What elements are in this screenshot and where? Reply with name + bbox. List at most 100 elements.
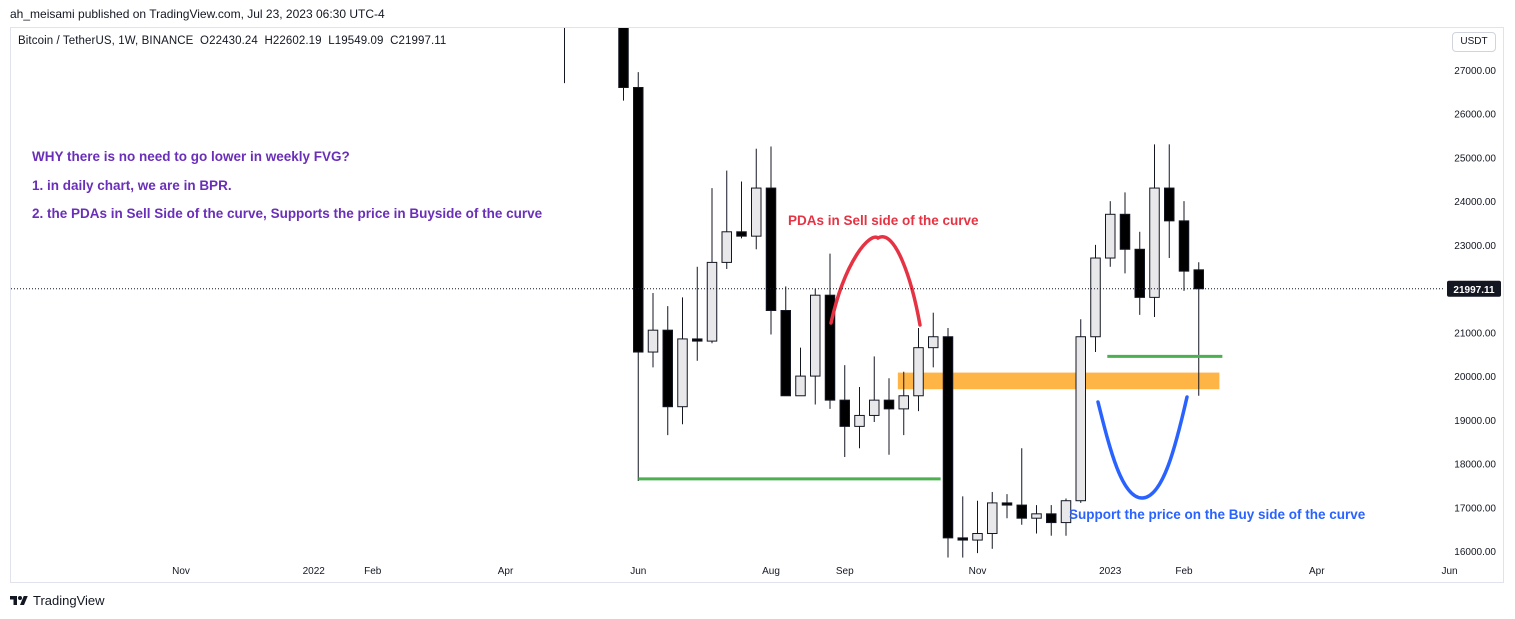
candle [898, 371, 909, 436]
note-line-3: 2. the PDAs in Sell Side of the curve, S… [32, 206, 543, 221]
candle-body [928, 336, 939, 349]
candle-body [780, 310, 791, 397]
candle-body [1016, 504, 1027, 519]
candle [869, 356, 880, 423]
candle [1001, 494, 1013, 519]
candle-body [1105, 213, 1116, 259]
candle [913, 327, 924, 412]
x-tick-label: Jun [630, 566, 646, 577]
candle [795, 347, 806, 397]
candle [692, 266, 703, 361]
x-tick-label: 2023 [1099, 566, 1122, 577]
candle-body [633, 86, 644, 353]
y-tick-label: 27000.00 [1454, 66, 1496, 77]
x-tick-label: Nov [172, 566, 190, 577]
symbol-info: Bitcoin / TetherUS, 1W, BINANCE O22430.2… [18, 35, 446, 47]
x-tick-label: Apr [1309, 566, 1325, 577]
note-line-1: WHY there is no need to go lower in week… [32, 149, 350, 164]
candle-body [1075, 336, 1086, 502]
candle [942, 327, 954, 558]
candle [1075, 319, 1086, 503]
candle-body [913, 347, 924, 397]
candle [928, 312, 939, 368]
candle-body [706, 261, 718, 342]
symbol-name: Bitcoin / TetherUS, 1W, BINANCE [18, 35, 194, 47]
candle-body [1193, 269, 1204, 290]
note-line-2: 1. in daily chart, we are in BPR. [32, 178, 232, 193]
y-tick-label: 19000.00 [1454, 416, 1496, 427]
candle [957, 496, 968, 558]
candle-body [972, 533, 983, 541]
x-tick-label: Nov [969, 566, 987, 577]
curve-layer [829, 235, 1189, 500]
candle [736, 181, 747, 239]
y-tick-label: 18000.00 [1454, 460, 1496, 471]
candle-body [560, 0, 570, 4]
candle [662, 306, 673, 436]
candle-body [987, 502, 998, 535]
publish-info: ah_meisami published on TradingView.com,… [10, 7, 385, 21]
fvg-zone [897, 372, 1220, 390]
candle-body [1178, 220, 1190, 272]
footer-brand[interactable]: TradingView [10, 593, 105, 608]
candle [987, 491, 998, 549]
candle [647, 293, 659, 368]
candle-body [662, 329, 673, 408]
candle [706, 188, 718, 344]
candle [1105, 201, 1116, 267]
close-value: C21997.11 [390, 35, 447, 47]
x-tick-label: Aug [762, 566, 780, 577]
candle-body [1149, 187, 1160, 298]
open-value: O22430.24 [200, 35, 258, 47]
candle-body [898, 395, 909, 410]
y-tick-label: 23000.00 [1454, 241, 1496, 252]
candle-body [618, 28, 629, 88]
candle-body [795, 375, 806, 397]
candle [1134, 231, 1145, 315]
sell-side-curve [829, 235, 922, 327]
buy-side-curve [1096, 395, 1189, 500]
y-tick-label: 17000.00 [1454, 503, 1496, 514]
candle-body [1060, 500, 1072, 524]
candle-body [677, 338, 688, 408]
candle [721, 170, 732, 269]
candle [677, 297, 688, 425]
x-tick-label: Feb [364, 566, 382, 577]
line-layer [638, 354, 1223, 481]
candle-body [751, 187, 762, 237]
candle-body [692, 338, 703, 342]
candle [1031, 505, 1042, 534]
low-value: L19549.09 [328, 35, 384, 47]
candle-body [839, 399, 850, 427]
candle-body [824, 294, 836, 401]
candle-body [1134, 248, 1145, 298]
candle-body [1119, 213, 1131, 250]
candle [618, 28, 629, 101]
candle-layer [560, 0, 1204, 558]
candle [751, 148, 762, 250]
candle-body [810, 294, 821, 377]
candle [1164, 144, 1175, 259]
candle [1119, 192, 1131, 274]
candle [1149, 144, 1160, 318]
candle [854, 387, 865, 449]
candle [1090, 244, 1101, 353]
candle-body [1090, 257, 1101, 338]
candle-body [957, 537, 968, 541]
tradingview-logo-icon [10, 595, 28, 605]
candle-body [1031, 513, 1042, 519]
candle-body [1001, 502, 1013, 506]
y-tick-label: 26000.00 [1454, 110, 1496, 121]
footer-brand-label: TradingView [33, 593, 105, 608]
x-tick-label: Sep [836, 566, 854, 577]
candle [1060, 498, 1072, 536]
chart-frame [10, 27, 1504, 583]
candle [972, 500, 983, 554]
x-tick-label: 2022 [303, 566, 326, 577]
candle [1046, 505, 1057, 536]
candle-body [869, 399, 880, 416]
currency-button[interactable]: USDT [1452, 32, 1496, 52]
high-value: H22602.19 [264, 35, 322, 47]
candle [633, 72, 644, 482]
